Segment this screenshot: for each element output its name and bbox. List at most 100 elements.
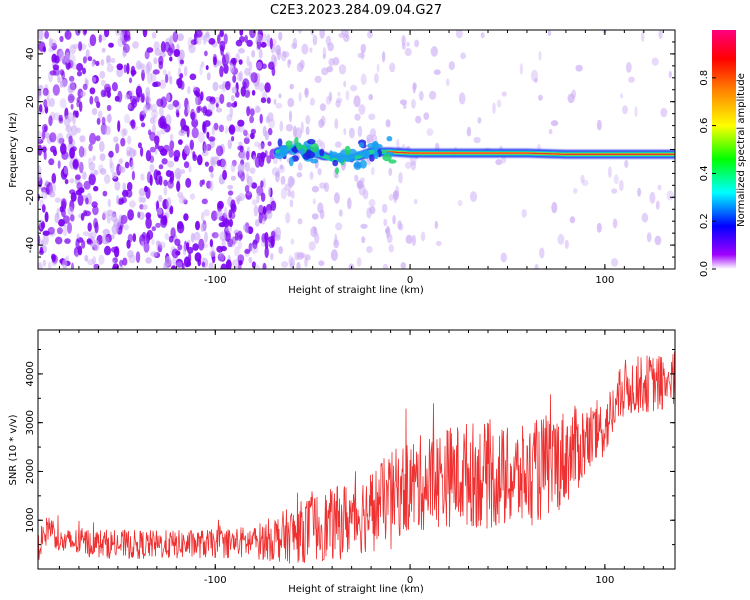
spectrum-blob bbox=[146, 72, 153, 84]
ridge-blob bbox=[319, 148, 325, 157]
spectrum-blob bbox=[270, 200, 277, 211]
spectrum-blob bbox=[63, 115, 71, 128]
spectrum-blob bbox=[38, 130, 43, 143]
spectrum-blob bbox=[211, 126, 215, 136]
spectrum-blob bbox=[304, 254, 311, 261]
spectrum-blob bbox=[223, 63, 229, 74]
spectrum-blob bbox=[245, 227, 250, 234]
spectrum-blob bbox=[102, 190, 108, 197]
spectrum-blob bbox=[196, 39, 202, 45]
spectrum-blob bbox=[129, 89, 134, 97]
spectrum-blob bbox=[333, 192, 340, 204]
spectrum-blob bbox=[188, 252, 192, 264]
spectrum-blob bbox=[76, 100, 81, 108]
spectrum-blob bbox=[381, 203, 388, 213]
spectrum-blob bbox=[366, 134, 374, 143]
spectrum-blob bbox=[298, 92, 302, 102]
spectrum-blob bbox=[169, 133, 174, 141]
spectrum-blob bbox=[457, 199, 463, 207]
spectrum-blob bbox=[267, 112, 274, 122]
spectrum-blob bbox=[429, 90, 437, 100]
spectrum-blob bbox=[290, 190, 295, 199]
spectrum-blob bbox=[418, 91, 424, 101]
spectrum-blob bbox=[405, 161, 412, 169]
spectrum-blob bbox=[117, 120, 121, 133]
spectrum-blob bbox=[501, 155, 507, 164]
spectrum-blob bbox=[405, 234, 413, 244]
spectrum-blob bbox=[267, 127, 273, 136]
spectrum-blob bbox=[181, 262, 185, 269]
spectrum-blob bbox=[96, 101, 101, 109]
spectrum-blob bbox=[264, 82, 271, 93]
spectrum-blob bbox=[287, 97, 295, 108]
colorbar-tick-label: 0.8 bbox=[699, 70, 710, 86]
spectrum-blob bbox=[538, 50, 542, 61]
spectrum-blob bbox=[219, 65, 224, 78]
spectrum-blob bbox=[216, 159, 222, 167]
spectrum-blob bbox=[382, 263, 388, 269]
spectrum-blob bbox=[116, 195, 120, 205]
spectrum-blob bbox=[106, 64, 114, 73]
ridge-blob bbox=[288, 156, 294, 167]
spectrum-blob bbox=[93, 239, 100, 252]
spectrum-blob bbox=[201, 150, 209, 157]
spectrum-blob bbox=[163, 179, 168, 187]
spectrum-blob bbox=[190, 39, 198, 45]
spectrum-blob bbox=[203, 223, 207, 231]
spectrum-blob bbox=[325, 35, 332, 46]
spectrum-blob bbox=[596, 222, 602, 233]
spectrum-blob bbox=[89, 168, 97, 176]
spectrum-blob bbox=[111, 82, 118, 92]
spectrum-blob bbox=[325, 96, 331, 105]
spectrum-blob bbox=[275, 102, 283, 109]
spectrum-blob bbox=[48, 158, 55, 166]
snr-frame bbox=[37, 329, 676, 570]
spectrum-blob bbox=[88, 161, 96, 171]
spectrum-blob bbox=[612, 218, 618, 229]
spectrum-blob bbox=[249, 115, 255, 124]
spectrum-blob bbox=[54, 212, 60, 224]
spectrum-blob bbox=[338, 64, 347, 75]
x-tick-label: 100 bbox=[595, 575, 614, 586]
spectrum-blob bbox=[231, 136, 235, 142]
spectrum-blob bbox=[186, 103, 191, 114]
spectrum-blob bbox=[249, 30, 256, 39]
spectrum-blob bbox=[238, 59, 243, 65]
spectrum-blob bbox=[138, 195, 143, 203]
spectrum-blob bbox=[266, 39, 271, 48]
ridge-blob bbox=[274, 152, 285, 160]
snr-marks bbox=[38, 351, 675, 564]
spectrum-blob bbox=[519, 63, 524, 75]
spectrum-blob bbox=[56, 227, 63, 235]
colorbar-tick-label: 0.4 bbox=[699, 165, 710, 181]
spectrum-blob bbox=[335, 222, 343, 231]
spectrum-blob bbox=[314, 75, 322, 83]
spectrum-blob bbox=[581, 179, 589, 187]
spectrum-blob bbox=[539, 247, 545, 259]
spectrum-blob bbox=[160, 127, 166, 135]
colorbar: 0.0 0.2 0.4 0.6 0.8 Normalized spectral ampl… bbox=[699, 30, 747, 277]
spectrum-blob bbox=[190, 112, 196, 120]
spectrum-blob bbox=[225, 51, 231, 62]
spectrum-blob bbox=[496, 99, 502, 108]
spectrum-blob bbox=[634, 106, 638, 118]
spectrum-blob bbox=[106, 104, 112, 112]
spectrum-blob bbox=[118, 165, 123, 173]
spectrum-blob bbox=[246, 39, 253, 47]
spectrum-blob bbox=[473, 136, 481, 144]
spectrum-blob bbox=[189, 73, 197, 81]
spectrum-blob bbox=[201, 61, 205, 68]
spectrum-blob bbox=[219, 231, 227, 242]
spectrum-blob bbox=[70, 103, 74, 110]
spectrum-blob bbox=[149, 131, 156, 142]
spectrum-blob bbox=[538, 94, 543, 101]
spectrum-blob bbox=[435, 240, 442, 247]
spectrum-blob bbox=[52, 64, 60, 71]
spectrum-blob bbox=[57, 160, 61, 169]
spectrum-blob bbox=[153, 57, 158, 65]
y-tick-label: 4000 bbox=[25, 361, 36, 386]
spectrum-blob bbox=[41, 130, 46, 140]
spectrum-blob bbox=[167, 160, 175, 168]
spectrum-blob bbox=[112, 263, 119, 269]
spectrum-blob bbox=[219, 30, 224, 38]
